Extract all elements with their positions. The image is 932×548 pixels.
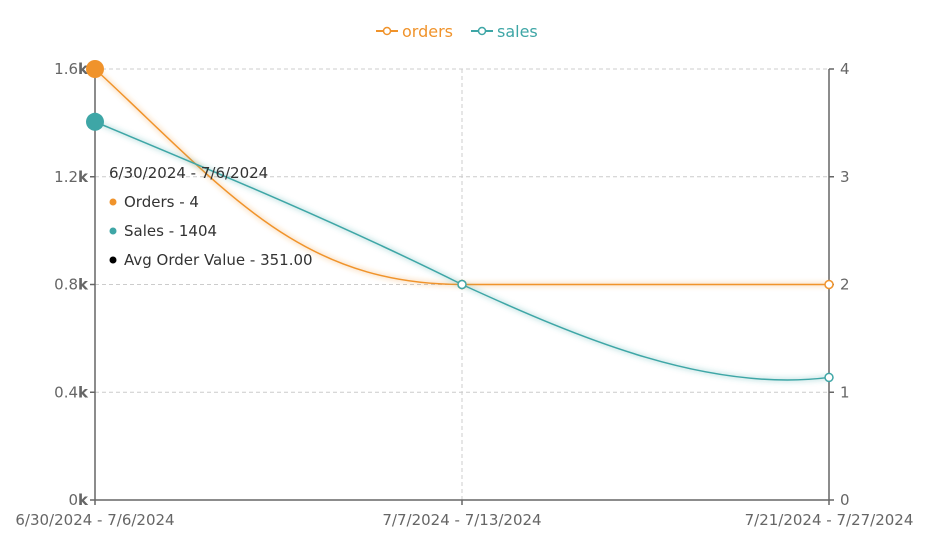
legend-marker-icon [382,26,392,36]
left-tick-label-unit: k [78,60,89,78]
left-tick-label: 0k [68,491,89,509]
tooltip-line: Orders - 4 [124,193,199,211]
left-tick-label-number: 1.6 [54,60,78,78]
right-tick-label: 2 [840,276,850,294]
data-point-orders-active[interactable] [86,60,104,78]
tooltip-line: Sales - 1404 [124,222,217,240]
data-point-sales-active[interactable] [86,112,104,131]
data-point-sales[interactable] [457,279,467,290]
legend-label: orders [402,22,453,41]
data-point-sales[interactable] [824,372,834,383]
right-tick-label: 3 [840,168,850,186]
legend-label: sales [497,22,538,41]
right-tick-label: 0 [840,491,850,509]
data-point-orders[interactable] [824,279,834,290]
legend-marker-icon [477,26,487,36]
left-tick-label: 1.2k [54,168,89,186]
left-tick-label-number: 1.2 [54,168,78,186]
x-tick-label: 7/7/2024 - 7/13/2024 [382,511,541,529]
left-tick-label-unit: k [78,168,89,186]
tooltip-bullet-icon [109,198,117,206]
legend-item-sales[interactable]: sales [471,22,538,41]
left-tick-label-unit: k [78,383,89,401]
legend-item-orders[interactable]: orders [376,22,453,41]
left-tick-label: 1.6k [54,60,89,78]
left-tick-label: 0.8k [54,276,89,294]
left-tick-label-number: 0.8 [54,276,78,294]
right-tick-label: 4 [840,60,850,78]
tooltip-bullet-icon [109,256,117,264]
series-line-orders [94,68,829,286]
right-tick-label: 1 [840,383,850,401]
left-tick-label-unit: k [78,276,89,294]
left-tick-label-number: 0 [68,491,78,509]
tooltip-bullet-icon [109,227,117,235]
x-tick-label: 6/30/2024 - 7/6/2024 [15,511,174,529]
legend[interactable]: orders sales [376,22,538,41]
tooltip-line: Avg Order Value - 351.00 [124,251,313,269]
left-tick-label: 0.4k [54,383,89,401]
tooltip-title: 6/30/2024 - 7/6/2024 [109,164,268,182]
left-tick-label-unit: k [78,491,89,509]
series [86,60,834,383]
x-tick-label: 7/21/2024 - 7/27/2024 [745,511,914,529]
left-tick-label-number: 0.4 [54,383,78,401]
tooltip: 6/30/2024 - 7/6/2024 Orders - 4 Sales - 14… [109,164,313,269]
